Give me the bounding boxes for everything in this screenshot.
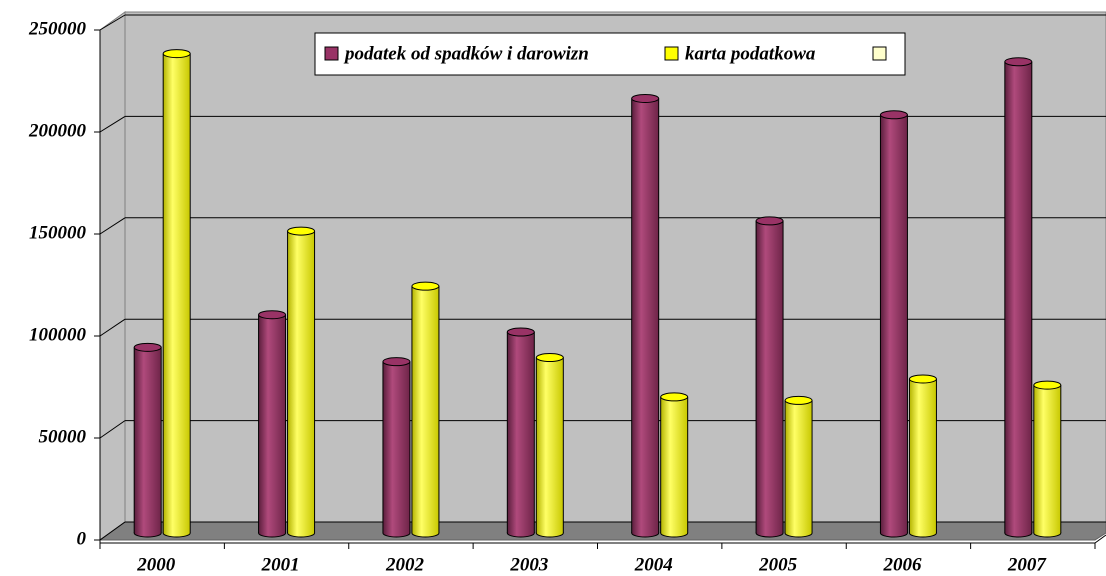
bar <box>382 361 410 533</box>
bar-top <box>908 374 937 384</box>
bar <box>411 286 439 533</box>
y-tick-label: 250000 <box>28 18 87 39</box>
bar-top <box>784 395 813 405</box>
x-tick-label: 2007 <box>1007 554 1048 575</box>
bar <box>785 400 813 533</box>
grid-line-side <box>99 420 126 439</box>
y-tick-label: 100000 <box>29 324 87 345</box>
bar <box>507 332 535 533</box>
y-tick-label: 200000 <box>28 120 87 141</box>
grid-line-side <box>99 14 126 31</box>
legend-swatch <box>324 46 339 61</box>
x-tick-label: 2002 <box>385 554 425 575</box>
x-tick-label: 2004 <box>634 554 673 575</box>
bar <box>1004 61 1032 533</box>
y-tick-label: 50000 <box>39 426 87 447</box>
legend-label: karta podatkowa <box>685 43 816 64</box>
grid-line-side <box>99 115 126 133</box>
x-tick-label: 2003 <box>509 554 548 575</box>
y-tick-label: 150000 <box>29 222 87 243</box>
legend-swatch <box>664 46 679 61</box>
bar-top <box>755 216 784 226</box>
bar-top <box>879 110 908 120</box>
bar <box>880 114 908 534</box>
bar-top <box>411 281 440 291</box>
bar-top <box>287 226 316 236</box>
x-axis-end <box>1094 534 1106 544</box>
floor <box>98 521 1106 541</box>
x-tick-label: 2000 <box>136 554 176 575</box>
bar <box>287 231 315 533</box>
x-tick-label: 2001 <box>261 554 300 575</box>
bar <box>631 98 659 533</box>
grid-line-side <box>99 318 126 337</box>
bar-top <box>660 392 689 402</box>
bar <box>536 357 564 533</box>
bar <box>660 396 688 533</box>
x-tick-label: 2005 <box>758 554 798 575</box>
bar-top <box>535 353 564 363</box>
bar-top <box>1033 380 1062 390</box>
side-wall <box>99 11 126 541</box>
x-tick-label: 2006 <box>882 554 922 575</box>
bar-top <box>506 327 535 337</box>
bar <box>134 347 162 533</box>
bar <box>258 314 286 533</box>
bar-top <box>133 342 162 352</box>
bar-top <box>162 49 191 59</box>
bar <box>909 378 937 533</box>
bar-top <box>382 357 411 367</box>
bar <box>1033 385 1061 533</box>
legend-label: podatek od spadków i darowizn <box>343 43 589 64</box>
bar-top <box>1004 57 1033 67</box>
grid-line-side <box>99 217 126 235</box>
y-tick-label: 0 <box>77 528 87 549</box>
legend <box>314 32 906 76</box>
bar-top <box>258 310 287 320</box>
legend-swatch <box>872 46 887 61</box>
bar-top <box>631 93 660 103</box>
bar <box>756 220 784 533</box>
grid-line-side <box>99 521 126 541</box>
bar <box>163 53 191 533</box>
